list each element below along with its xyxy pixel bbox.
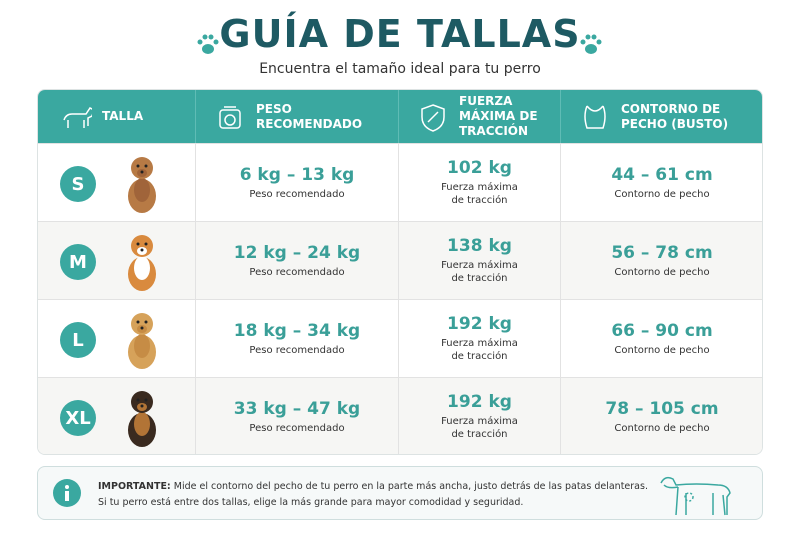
note-line: Si tu perro está entre dos tallas, elige… <box>98 497 524 508</box>
size-table: TALLA PESO RECOMENDADO FUERZA MÁXIMA DE TR… <box>37 89 763 455</box>
chest-cell: 56 – 78 cm Contorno de pecho <box>561 222 762 299</box>
weight-value: 6 kg – 13 kg <box>239 164 355 185</box>
column-header: CONTORNO DE PECHO (BUSTO) <box>561 90 762 143</box>
title: GUÍA DE TALLAS <box>219 12 581 56</box>
chest-value: 78 – 105 cm <box>605 398 719 419</box>
size-cell: M <box>38 222 196 299</box>
dog-photo <box>128 235 156 291</box>
weight-value: 12 kg – 24 kg <box>233 242 361 263</box>
header-text: CONTORNO DE PECHO (BUSTO) <box>621 101 729 131</box>
weight-cell: 18 kg – 34 kg Peso recomendado <box>196 300 399 377</box>
size-badge: L <box>60 322 96 358</box>
size-badge: M <box>60 244 96 280</box>
dog-photo <box>128 157 156 213</box>
paw-icon <box>197 34 219 54</box>
table-row: XL 33 kg – 47 kg Peso recomendado 192 kg Fue… <box>38 377 762 454</box>
size-cell: XL <box>38 378 196 454</box>
header-icon <box>63 106 92 128</box>
table-row: M 12 kg – 24 kg Peso recomendado 138 kg Fuer… <box>38 221 762 299</box>
chest-caption: Contorno de pecho <box>614 422 710 434</box>
weight-value: 33 kg – 47 kg <box>233 398 361 419</box>
force-caption: Fuerza máxima de tracción <box>441 338 518 362</box>
force-value: 192 kg <box>447 314 512 334</box>
chest-caption: Contorno de pecho <box>614 344 710 356</box>
weight-cell: 33 kg – 47 kg Peso recomendado <box>196 378 399 454</box>
weight-caption: Peso recomendado <box>249 344 345 356</box>
header-icon <box>421 103 445 132</box>
force-cell: 138 kg Fuerza máxima de tracción <box>399 222 561 299</box>
size-badge: S <box>60 166 96 202</box>
force-cell: 102 kg Fuerza máxima de tracción <box>399 144 561 221</box>
column-header: PESO RECOMENDADO <box>196 90 399 143</box>
force-caption: Fuerza máxima de tracción <box>441 260 518 284</box>
force-cell: 192 kg Fuerza máxima de tracción <box>399 378 561 454</box>
info-icon <box>53 479 81 507</box>
force-value: 138 kg <box>447 236 512 256</box>
note-label: IMPORTANTE: <box>98 481 171 492</box>
paw-icon <box>580 34 602 54</box>
chest-cell: 78 – 105 cm Contorno de pecho <box>561 378 762 454</box>
chest-caption: Contorno de pecho <box>614 266 710 278</box>
chest-value: 66 – 90 cm <box>611 320 713 341</box>
dog-photo <box>128 391 156 447</box>
force-value: 102 kg <box>447 158 512 178</box>
header-icon <box>219 105 241 129</box>
column-header: FUERZA MÁXIMA DE TRACCIÓN <box>399 90 561 143</box>
size-cell: L <box>38 300 196 377</box>
weight-caption: Peso recomendado <box>249 266 345 278</box>
force-caption: Fuerza máxima de tracción <box>441 182 518 206</box>
subtitle: Encuentra el tamaño ideal para tu perro <box>259 61 541 77</box>
chest-cell: 44 – 61 cm Contorno de pecho <box>561 144 762 221</box>
dog-outline <box>660 476 731 516</box>
column-header: TALLA <box>38 90 196 143</box>
weight-cell: 12 kg – 24 kg Peso recomendado <box>196 222 399 299</box>
header-text: PESO RECOMENDADO <box>256 101 363 131</box>
force-cell: 192 kg Fuerza máxima de tracción <box>399 300 561 377</box>
table-row: S 6 kg – 13 kg Peso recomendado 102 kg Fuerz… <box>38 143 762 221</box>
size-badge: XL <box>60 400 96 436</box>
chest-cell: 66 – 90 cm Contorno de pecho <box>561 300 762 377</box>
chest-value: 44 – 61 cm <box>611 164 713 185</box>
weight-caption: Peso recomendado <box>249 422 345 434</box>
chest-caption: Contorno de pecho <box>614 188 710 200</box>
force-caption: Fuerza máxima de tracción <box>441 416 518 440</box>
header-icon <box>584 105 606 129</box>
note-text: IMPORTANTE: Mide el contorno del pecho d… <box>98 479 648 511</box>
chest-value: 56 – 78 cm <box>611 242 713 263</box>
note-box: IMPORTANTE: Mide el contorno del pecho d… <box>37 466 763 520</box>
note-line: Mide el contorno del pecho de tu perro e… <box>173 481 648 492</box>
weight-cell: 6 kg – 13 kg Peso recomendado <box>196 144 399 221</box>
size-cell: S <box>38 144 196 221</box>
header-text: FUERZA MÁXIMA DE TRACCIÓN <box>459 94 538 138</box>
weight-value: 18 kg – 34 kg <box>233 320 361 341</box>
weight-caption: Peso recomendado <box>249 188 345 200</box>
table-row: L 18 kg – 34 kg Peso recomendado 192 kg Fuer… <box>38 299 762 377</box>
header-text: TALLA <box>102 109 144 123</box>
force-value: 192 kg <box>447 392 512 412</box>
dog-photo <box>128 313 156 369</box>
